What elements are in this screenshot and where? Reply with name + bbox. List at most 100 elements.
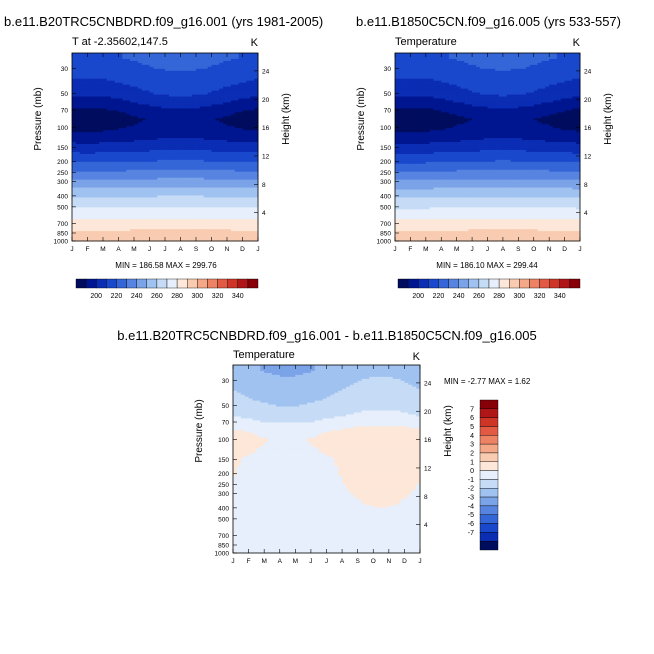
field-cell bbox=[188, 106, 193, 109]
field-cell bbox=[130, 92, 135, 95]
field-cell bbox=[106, 92, 112, 95]
field-cell bbox=[192, 193, 197, 196]
field-cell bbox=[95, 122, 100, 125]
field-cell bbox=[207, 136, 212, 139]
field-cell bbox=[560, 62, 565, 66]
month-tick-label: N bbox=[225, 246, 230, 253]
field-cell bbox=[110, 189, 116, 192]
field-cell bbox=[126, 147, 131, 151]
field-cell bbox=[126, 116, 131, 119]
field-cell bbox=[223, 88, 228, 91]
field-cell bbox=[130, 233, 135, 236]
field-cell bbox=[118, 132, 123, 135]
field-cell bbox=[106, 122, 112, 125]
field-cell bbox=[250, 169, 255, 173]
field-cell bbox=[75, 203, 81, 206]
field-cell bbox=[406, 64, 411, 68]
field-cell bbox=[207, 179, 212, 183]
field-cell bbox=[207, 193, 212, 196]
field-cell bbox=[246, 155, 251, 159]
field-cell bbox=[553, 56, 558, 60]
field-cell bbox=[211, 211, 216, 214]
field-cell bbox=[145, 54, 150, 58]
field-cell bbox=[522, 56, 527, 60]
field-cell bbox=[118, 219, 123, 222]
field-cell bbox=[223, 78, 228, 82]
field-cell bbox=[75, 167, 81, 171]
field-cell bbox=[75, 215, 81, 218]
field-cell bbox=[207, 106, 212, 109]
field-cell bbox=[114, 149, 119, 153]
field-cell bbox=[172, 201, 178, 204]
field-cell bbox=[83, 122, 88, 125]
field-cell bbox=[137, 58, 143, 62]
field-cell bbox=[215, 161, 220, 165]
left-panel-subtitle: T at -2.35602,147.5 bbox=[72, 36, 168, 48]
field-cell bbox=[165, 106, 170, 109]
field-cell bbox=[246, 78, 251, 82]
field-cell bbox=[254, 207, 259, 210]
field-cell bbox=[141, 195, 147, 198]
field-cell bbox=[196, 231, 201, 234]
field-cell bbox=[180, 149, 185, 153]
field-cell bbox=[398, 56, 404, 60]
field-cell bbox=[418, 56, 423, 60]
field-cell bbox=[137, 124, 143, 127]
field-cell bbox=[234, 203, 240, 206]
field-cell bbox=[161, 149, 166, 153]
field-cell bbox=[172, 203, 178, 206]
field-cell bbox=[157, 104, 162, 107]
field-cell bbox=[95, 126, 100, 129]
field-cell bbox=[254, 227, 259, 230]
field-cell bbox=[227, 56, 232, 60]
field-cell bbox=[180, 239, 185, 242]
field-cell bbox=[134, 217, 139, 220]
field-cell bbox=[153, 151, 158, 155]
field-cell bbox=[184, 138, 189, 141]
field-cell bbox=[203, 225, 209, 228]
field-cell bbox=[234, 96, 240, 99]
field-cell bbox=[72, 108, 77, 111]
field-cell bbox=[230, 66, 236, 70]
field-cell bbox=[227, 201, 232, 204]
field-cell bbox=[479, 60, 485, 64]
field-cell bbox=[87, 108, 92, 111]
field-cell bbox=[137, 140, 143, 143]
field-cell bbox=[114, 118, 119, 121]
field-cell bbox=[149, 181, 154, 185]
field-cell bbox=[502, 60, 508, 64]
field-cell bbox=[215, 159, 220, 163]
field-cell bbox=[211, 144, 216, 147]
field-cell bbox=[95, 235, 100, 238]
field-cell bbox=[254, 68, 259, 72]
field-cell bbox=[196, 191, 201, 194]
field-cell bbox=[234, 205, 240, 208]
field-cell bbox=[219, 217, 224, 220]
field-cell bbox=[230, 54, 236, 58]
field-cell bbox=[207, 187, 212, 190]
field-cell bbox=[196, 102, 201, 105]
field-cell bbox=[188, 167, 193, 171]
field-cell bbox=[246, 161, 251, 165]
field-cell bbox=[230, 90, 236, 93]
field-cell bbox=[223, 132, 228, 135]
field-cell bbox=[165, 231, 170, 234]
field-cell bbox=[114, 237, 119, 240]
field-cell bbox=[103, 74, 108, 78]
field-cell bbox=[99, 199, 104, 202]
field-cell bbox=[134, 203, 139, 206]
field-cell bbox=[110, 159, 116, 163]
field-cell bbox=[134, 179, 139, 183]
field-cell bbox=[242, 128, 247, 131]
field-cell bbox=[223, 56, 228, 60]
field-cell bbox=[75, 187, 81, 190]
field-cell bbox=[126, 64, 131, 68]
field-cell bbox=[161, 78, 166, 82]
field-cell bbox=[192, 144, 197, 147]
field-cell bbox=[425, 56, 431, 60]
field-cell bbox=[72, 114, 77, 117]
field-cell bbox=[448, 64, 454, 68]
field-cell bbox=[184, 64, 189, 68]
field-cell bbox=[219, 70, 224, 74]
field-cell bbox=[165, 177, 170, 181]
